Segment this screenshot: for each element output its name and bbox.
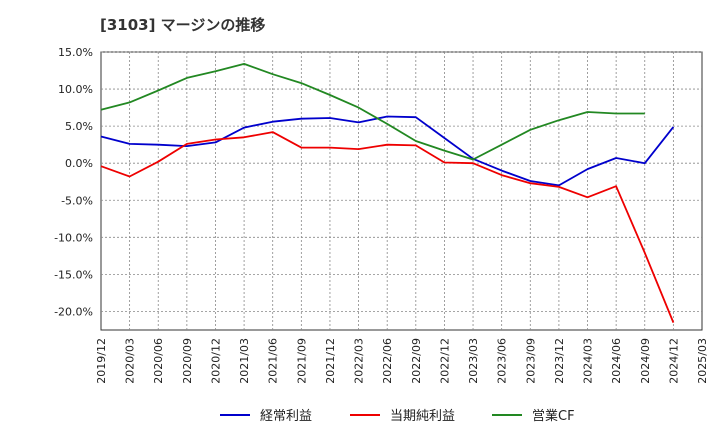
x-tick-label: 2019/12: [95, 338, 108, 384]
x-tick-label: 2022/09: [410, 338, 423, 384]
x-tick-label: 2020/06: [152, 338, 165, 384]
x-axis-ticks: 2019/12 2020/03 2020/06 2020/09 2020/12 2021/…: [95, 338, 709, 384]
y-tick-label: -5.0%: [61, 194, 93, 207]
y-tick-label: 0.0%: [65, 157, 93, 170]
y-tick-label: 15.0%: [58, 46, 93, 59]
series-line-1: [100, 115, 675, 187]
x-tick-label: 2023/12: [553, 338, 566, 384]
x-tick-label: 2023/06: [496, 338, 509, 384]
y-tick-label: -15.0%: [54, 268, 93, 281]
x-tick-label: 2025/03: [696, 338, 709, 384]
legend-label-3: 営業CF: [532, 408, 575, 424]
series-line-2: [100, 131, 675, 323]
x-tick-label: 2023/03: [467, 338, 480, 384]
x-tick-label: 2023/09: [524, 338, 537, 384]
x-tick-label: 2021/09: [295, 338, 308, 384]
x-tick-label: 2024/06: [610, 338, 623, 384]
x-tick-label: 2024/12: [667, 338, 680, 384]
x-tick-label: 2020/12: [209, 338, 222, 384]
plot-area: [100, 51, 703, 331]
series-lines: [100, 63, 675, 323]
x-tick-label: 2022/12: [438, 338, 451, 384]
x-tick-label: 2020/09: [181, 338, 194, 384]
x-tick-label: 2021/06: [267, 338, 280, 384]
y-tick-label: 10.0%: [58, 83, 93, 96]
y-tick-label: -10.0%: [54, 231, 93, 244]
chart-title: [3103] マージンの推移: [100, 16, 266, 34]
series-line-3: [100, 63, 645, 161]
legend-label-1: 経常利益: [260, 409, 312, 424]
y-axis-ticks: 15.0% 10.0% 5.0% 0.0% -5.0% -10.0% -15.0% -20.0…: [54, 46, 93, 318]
x-tick-label: 2020/03: [124, 338, 137, 384]
y-tick-label: 5.0%: [65, 120, 93, 133]
plot-border: [100, 51, 703, 331]
legend-label-2: 当期純利益: [390, 409, 455, 424]
x-tick-label: 2022/03: [353, 338, 366, 384]
x-tick-label: 2024/03: [582, 338, 595, 384]
y-tick-label: -20.0%: [54, 305, 93, 318]
legend: 経常利益 当期純利益 営業CF: [220, 408, 575, 424]
x-tick-label: 2022/06: [381, 338, 394, 384]
x-tick-label: 2021/03: [238, 338, 251, 384]
x-tick-label: 2024/09: [639, 338, 652, 384]
x-tick-label: 2021/12: [324, 338, 337, 384]
